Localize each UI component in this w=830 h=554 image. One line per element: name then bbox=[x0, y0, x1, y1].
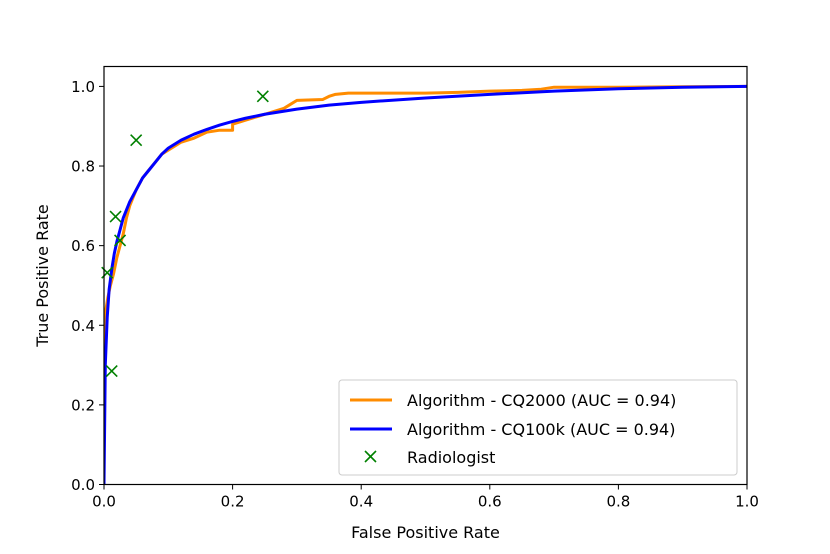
y-tick-label: 0.0 bbox=[71, 476, 95, 494]
y-tick-label: 0.2 bbox=[71, 396, 95, 414]
legend-label-radiologist: Radiologist bbox=[407, 448, 495, 467]
x-tick-label: 0.2 bbox=[221, 493, 245, 511]
legend: Algorithm - CQ2000 (AUC = 0.94) Algorith… bbox=[338, 379, 738, 476]
axes-frame bbox=[103, 65, 748, 486]
y-tick-label: 1.0 bbox=[71, 78, 95, 96]
series-line-1 bbox=[104, 84, 747, 485]
y-tick-label: 0.6 bbox=[71, 237, 95, 255]
radiologist-point bbox=[130, 134, 143, 147]
x-axis-ticks: 0.0 0.2 0.4 0.6 0.8 1.0 bbox=[92, 484, 759, 511]
x-tick-label: 0.6 bbox=[478, 493, 502, 511]
y-axis-label: True Positive Rate bbox=[33, 204, 52, 348]
x-axis-label: False Positive Rate bbox=[351, 523, 500, 542]
radiologist-point bbox=[256, 90, 269, 103]
legend-label-cq2000: Algorithm - CQ2000 (AUC = 0.94) bbox=[407, 391, 676, 410]
x-tick-label: 1.0 bbox=[735, 493, 759, 511]
legend-label-cq100k: Algorithm - CQ100k (AUC = 0.94) bbox=[407, 420, 675, 439]
radiologist-point bbox=[105, 364, 118, 378]
legend-box bbox=[338, 379, 738, 476]
y-tick-label: 0.8 bbox=[71, 158, 95, 176]
plot-area bbox=[101, 84, 747, 485]
x-tick-label: 0.4 bbox=[349, 493, 373, 511]
radiologist-point bbox=[114, 234, 127, 247]
x-tick-label: 0.8 bbox=[606, 493, 630, 511]
y-tick-label: 0.4 bbox=[71, 317, 95, 335]
legend-marker-radiologist bbox=[364, 450, 377, 463]
x-tick-label: 0.0 bbox=[92, 493, 116, 511]
y-axis-ticks: 0.0 0.2 0.4 0.6 0.8 1.0 bbox=[71, 78, 104, 494]
radiologist-point bbox=[109, 210, 122, 223]
